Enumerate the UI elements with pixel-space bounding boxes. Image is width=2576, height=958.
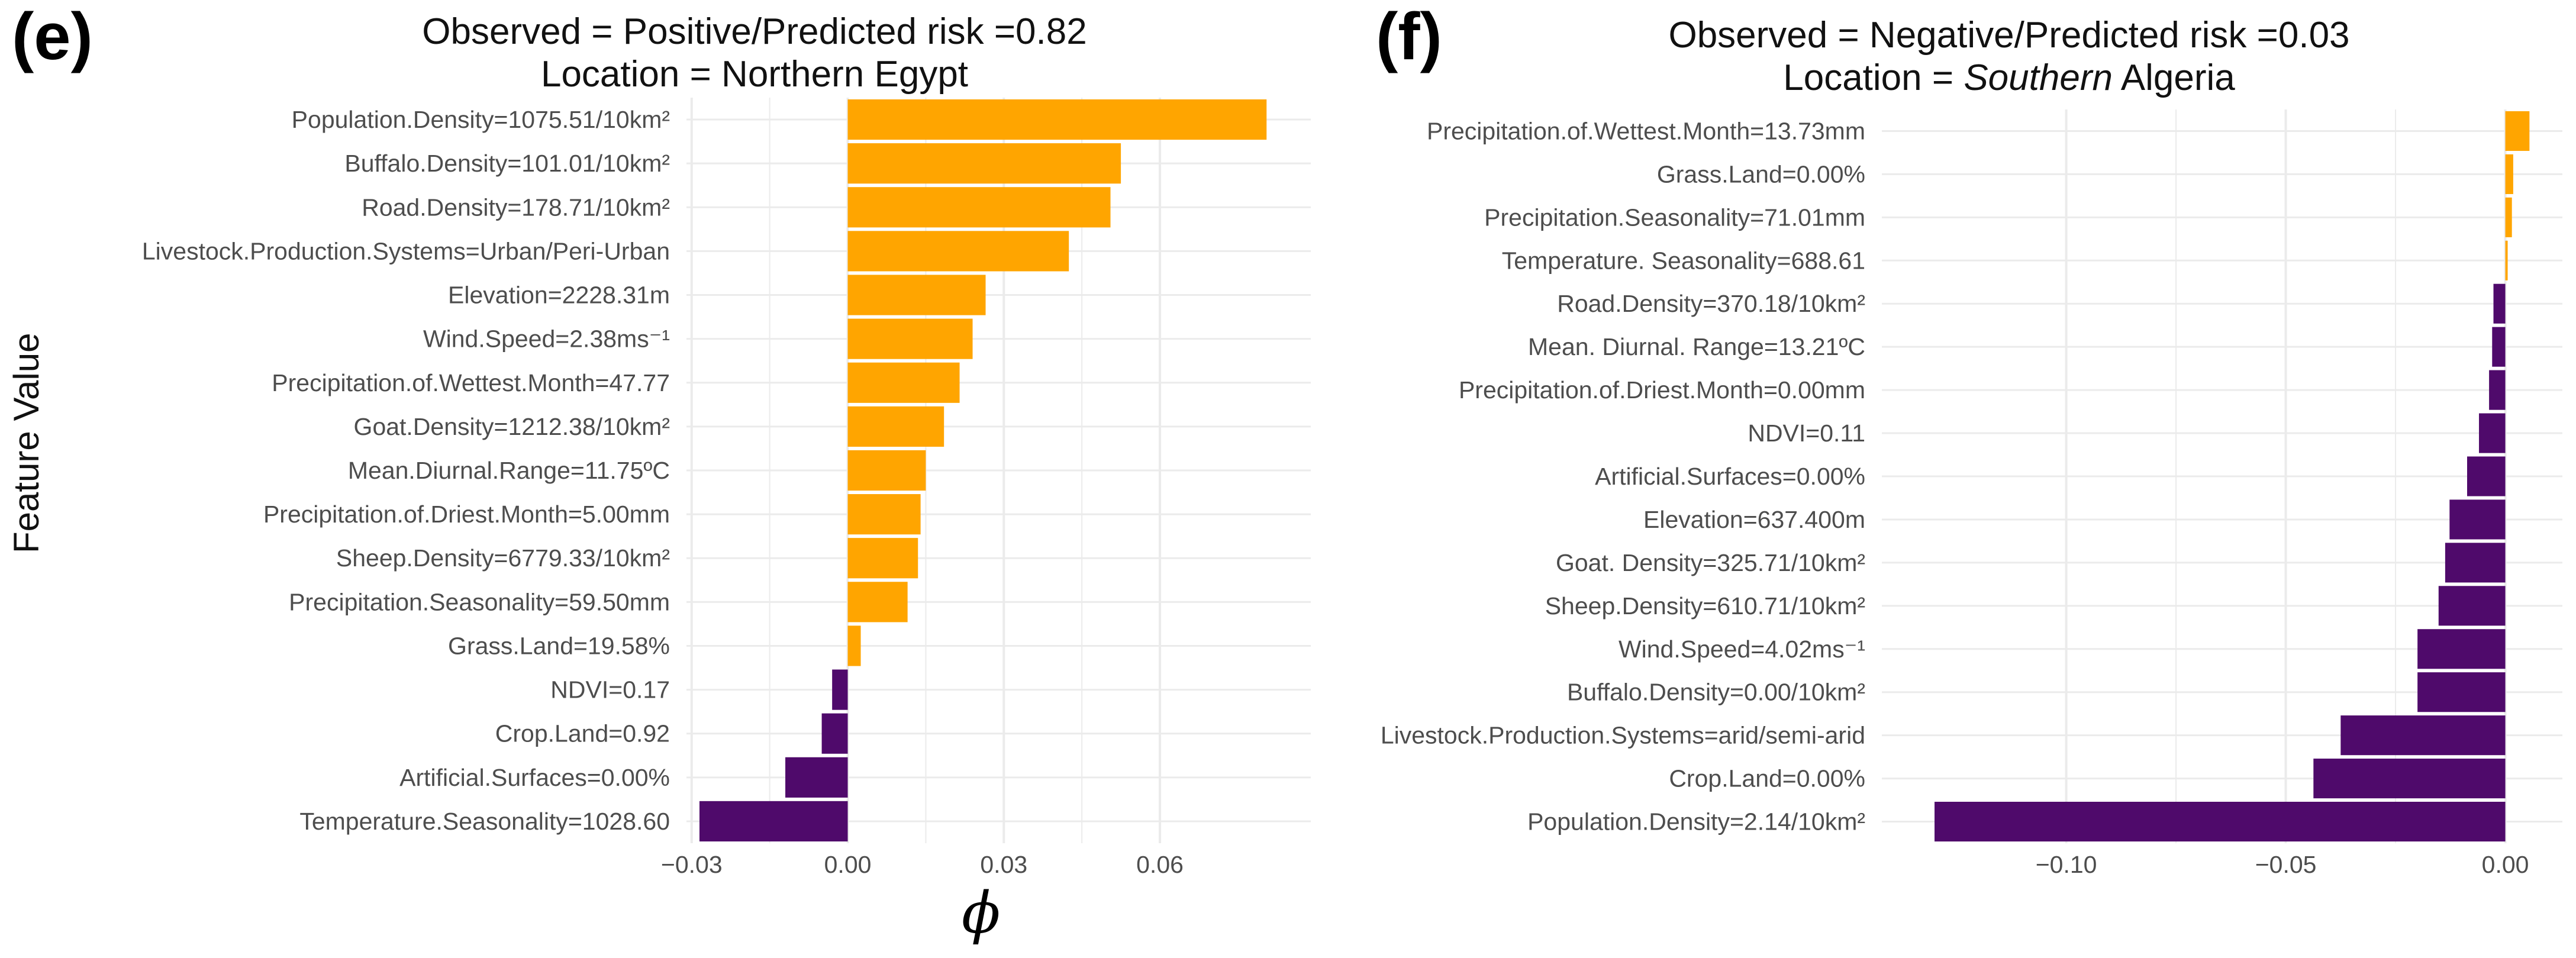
bar	[785, 757, 848, 798]
panel-e-title-line1: Observed = Positive/Predicted risk =0.82	[422, 11, 1087, 52]
x-tick-label: 0.00	[824, 851, 872, 878]
bar	[2493, 283, 2506, 324]
category-label: Crop.Land=0.00%	[1669, 765, 1865, 792]
x-tick-label: −0.03	[661, 851, 723, 878]
category-label: Precipitation.Seasonality=59.50mm	[289, 588, 670, 615]
category-label: Sheep.Density=6779.33/10km²	[336, 544, 670, 572]
x-axis-label-phi: ϕ	[962, 880, 1001, 946]
category-label: Grass.Land=0.00%	[1657, 160, 1865, 188]
bar	[2438, 586, 2506, 626]
category-label: Precipitation.of.Wettest.Month=13.73mm	[1427, 117, 1865, 144]
panel-f-plot: Precipitation.of.Wettest.Month=13.73mm Gr…	[1381, 109, 2562, 878]
panel-e-title-line2: Location = Northern Egypt	[540, 53, 969, 95]
category-label: Elevation=637.400m	[1643, 506, 1865, 533]
bar	[2505, 240, 2508, 280]
panel-label-f: (f)	[1376, 0, 1442, 73]
bar	[847, 406, 944, 447]
bar	[847, 538, 918, 579]
category-label: Temperature. Seasonality=688.61	[1502, 247, 1865, 274]
category-label: Buffalo.Density=0.00/10km²	[1567, 679, 1865, 706]
bar	[847, 625, 861, 666]
x-tick-label: 0.03	[980, 851, 1027, 878]
category-label: Buffalo.Density=101.01/10km²	[344, 150, 670, 177]
bar	[2445, 543, 2506, 583]
bar	[2489, 370, 2506, 410]
panel-f-title-line2: Location = Southern Algeria	[1783, 57, 2235, 98]
bar	[847, 143, 1121, 184]
bar	[2505, 197, 2512, 237]
panel-label-e: (e)	[12, 0, 93, 73]
category-label: Road.Density=370.18/10km²	[1557, 290, 1865, 317]
bar	[2505, 154, 2513, 194]
category-label: Goat. Density=325.71/10km²	[1556, 549, 1865, 576]
bar	[847, 99, 1267, 140]
bar	[2417, 629, 2506, 669]
bar	[2505, 111, 2530, 151]
bar	[847, 494, 921, 535]
bar	[2417, 672, 2506, 712]
bar	[847, 187, 1111, 228]
bar	[2449, 499, 2506, 540]
bar	[1935, 801, 2506, 842]
category-label: Population.Density=1075.51/10km²	[292, 106, 670, 133]
bar	[847, 450, 926, 491]
category-label: Artificial.Surfaces=0.00%	[399, 764, 670, 791]
category-label: Crop.Land=0.92	[495, 720, 670, 747]
category-label: Grass.Land=19.58%	[448, 632, 670, 659]
bar	[847, 582, 908, 622]
category-label: Wind.Speed=4.02ms⁻¹	[1619, 636, 1865, 663]
category-label: Mean.Diurnal.Range=11.75ºC	[348, 457, 670, 484]
category-label: Precipitation.Seasonality=71.01mm	[1484, 204, 1865, 231]
bar	[847, 318, 973, 359]
category-label: Wind.Speed=2.38ms⁻¹	[423, 325, 670, 353]
panel-f-title: Observed = Negative/Predicted risk =0.03…	[1668, 14, 2349, 99]
panel-e-title: Observed = Positive/Predicted risk =0.82…	[422, 11, 1087, 96]
category-label: Population.Density=2.14/10km²	[1527, 808, 1865, 836]
category-label: Precipitation.of.Wettest.Month=47.77	[272, 369, 670, 396]
category-label: Livestock.Production.Systems=Urban/Peri-…	[142, 237, 670, 265]
panel-e-plot: Population.Density=1075.51/10km² Buffalo.…	[142, 98, 1311, 878]
category-label: Mean. Diurnal. Range=13.21ºC	[1528, 333, 1865, 360]
bar	[699, 801, 848, 842]
category-label: NDVI=0.11	[1748, 420, 1865, 447]
category-label: Goat.Density=1212.38/10km²	[354, 413, 670, 440]
category-label: Livestock.Production.Systems=arid/semi-a…	[1381, 722, 1865, 749]
x-tick-label: −0.10	[2036, 851, 2097, 878]
category-label: Artificial.Surfaces=0.00%	[1595, 463, 1865, 490]
category-label: Temperature.Seasonality=1028.60	[299, 808, 670, 835]
bar	[2340, 715, 2506, 756]
category-label: Sheep.Density=610.71/10km²	[1545, 592, 1865, 620]
bar	[847, 231, 1069, 272]
bar	[2313, 759, 2506, 799]
bar	[832, 669, 848, 710]
x-tick-label: 0.00	[2482, 851, 2529, 878]
panel-f-title-line1: Observed = Negative/Predicted risk =0.03	[1668, 15, 2350, 56]
bar	[847, 362, 960, 403]
category-label: Precipitation.of.Driest.Month=5.00mm	[263, 501, 670, 528]
category-label: Road.Density=178.71/10km²	[362, 193, 670, 221]
x-tick-label: 0.06	[1136, 851, 1184, 878]
category-label: Elevation=2228.31m	[448, 282, 670, 309]
bar	[847, 275, 986, 315]
bar	[2479, 413, 2506, 453]
bar	[2467, 456, 2506, 496]
category-label: NDVI=0.17	[550, 676, 670, 704]
bar	[2492, 327, 2506, 367]
x-tick-label: −0.05	[2255, 851, 2317, 878]
bar	[821, 713, 848, 754]
category-label: Precipitation.of.Driest.Month=0.00mm	[1459, 376, 1865, 404]
